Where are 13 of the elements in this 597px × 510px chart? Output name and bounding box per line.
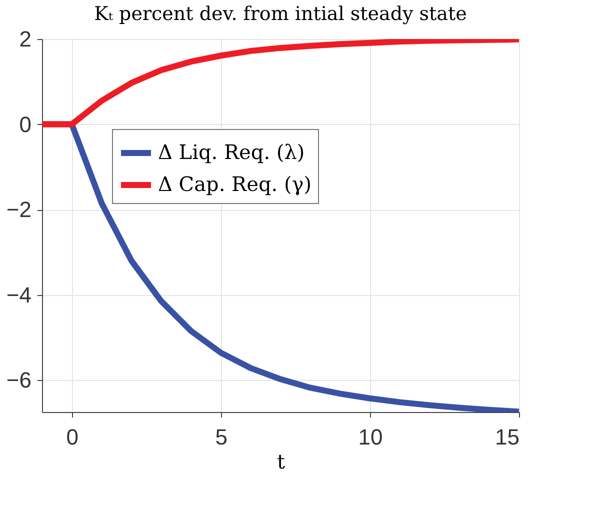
y-tick-label: 0 — [19, 112, 32, 137]
x-tick-label: 0 — [66, 424, 78, 450]
y-tick-label: −4 — [6, 282, 32, 308]
legend-label: Δ Cap. Req. (γ) — [158, 172, 312, 196]
y-tick-label: 2 — [19, 26, 32, 52]
y-tick-label: −6 — [6, 368, 32, 393]
x-tick-label: 15 — [495, 424, 520, 450]
legend-label: Δ Liq. Req. (λ) — [158, 140, 305, 164]
x-tick-label: 10 — [358, 424, 383, 450]
x-tick-label: 5 — [215, 424, 228, 450]
x-axis-title: t — [276, 450, 286, 474]
y-tick-label: −2 — [6, 197, 32, 222]
chart-title: Kₜ percent dev. from intial steady state — [94, 3, 467, 25]
